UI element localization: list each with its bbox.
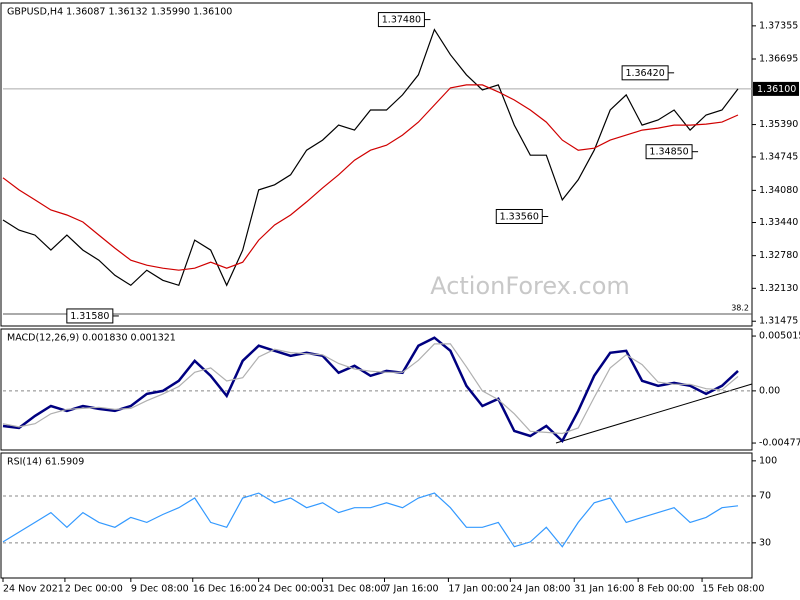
x-tick-label: 2 Dec 00:00 [65,584,123,595]
panel-frame [0,328,753,451]
y-tick-label: 100 [759,455,777,466]
y-tick-label: 1.31475 [759,316,798,327]
y-tick-label: 1.32130 [759,283,798,294]
x-tick-label: 24 Jan 08:00 [510,584,570,595]
panel-title: MACD(12,26,9) 0.001830 0.001321 [7,333,176,344]
x-tick-label: 31 Jan 16:00 [574,584,634,595]
last-price-label: 1.36100 [757,84,796,95]
x-tick-label: 15 Feb 08:00 [702,584,764,595]
panel-title: GBPUSD,H4 1.36087 1.36132 1.35990 1.3610… [7,7,232,18]
annotation-box [66,308,114,324]
annotation-box [377,12,425,28]
y-tick-label: 1.34745 [759,151,798,162]
y-tick-label: 1.37355 [759,20,798,31]
y-tick-label: 0.005015 [759,331,800,342]
series-line [2,28,739,287]
x-tick-label: 24 Dec 00:00 [259,584,323,595]
y-tick-label: 0.00 [759,385,780,396]
y-tick-label: 1.32780 [759,250,798,261]
annotation-label: 1.36420 [625,68,664,79]
series-line [2,343,739,435]
panel-frame [0,452,753,579]
y-tick-label: 1.36695 [759,54,798,65]
annotation-box [645,144,693,160]
series-line [2,84,739,271]
x-tick-label: 16 Dec 16:00 [193,584,257,595]
annotation-label: 1.33560 [500,211,539,222]
y-tick-label: -0.004773 [759,438,800,449]
x-tick-label: 9 Dec 08:00 [131,584,189,595]
annotation-label: 1.37480 [382,15,421,26]
watermark: ActionForex.com [430,272,630,300]
y-tick-label: 1.35390 [759,119,798,130]
y-tick-label: 70 [759,490,771,501]
annotation-box [495,208,543,224]
series-line [2,492,739,548]
fib-label: 38.2 [731,303,749,312]
last-price-box [753,81,799,96]
y-tick-label: 30 [759,537,771,548]
x-tick-label: 8 Feb 00:00 [638,584,694,595]
panel-frame [0,2,753,327]
series-line [2,336,739,444]
x-tick-label: 31 Dec 08:00 [323,584,387,595]
x-tick-label: 7 Jan 16:00 [384,584,438,595]
annotation-label: 1.34850 [649,147,688,158]
annotation-box [621,65,669,81]
annotation-label: 1.31580 [70,311,109,322]
y-tick-label: 1.34080 [759,185,798,196]
x-tick-label: 24 Nov 2021 [3,584,64,595]
y-tick-label: 1.33440 [759,217,798,228]
x-tick-label: 17 Jan 00:00 [448,584,508,595]
trend-line [555,383,753,444]
panel-title: RSI(14) 61.5909 [7,457,84,468]
